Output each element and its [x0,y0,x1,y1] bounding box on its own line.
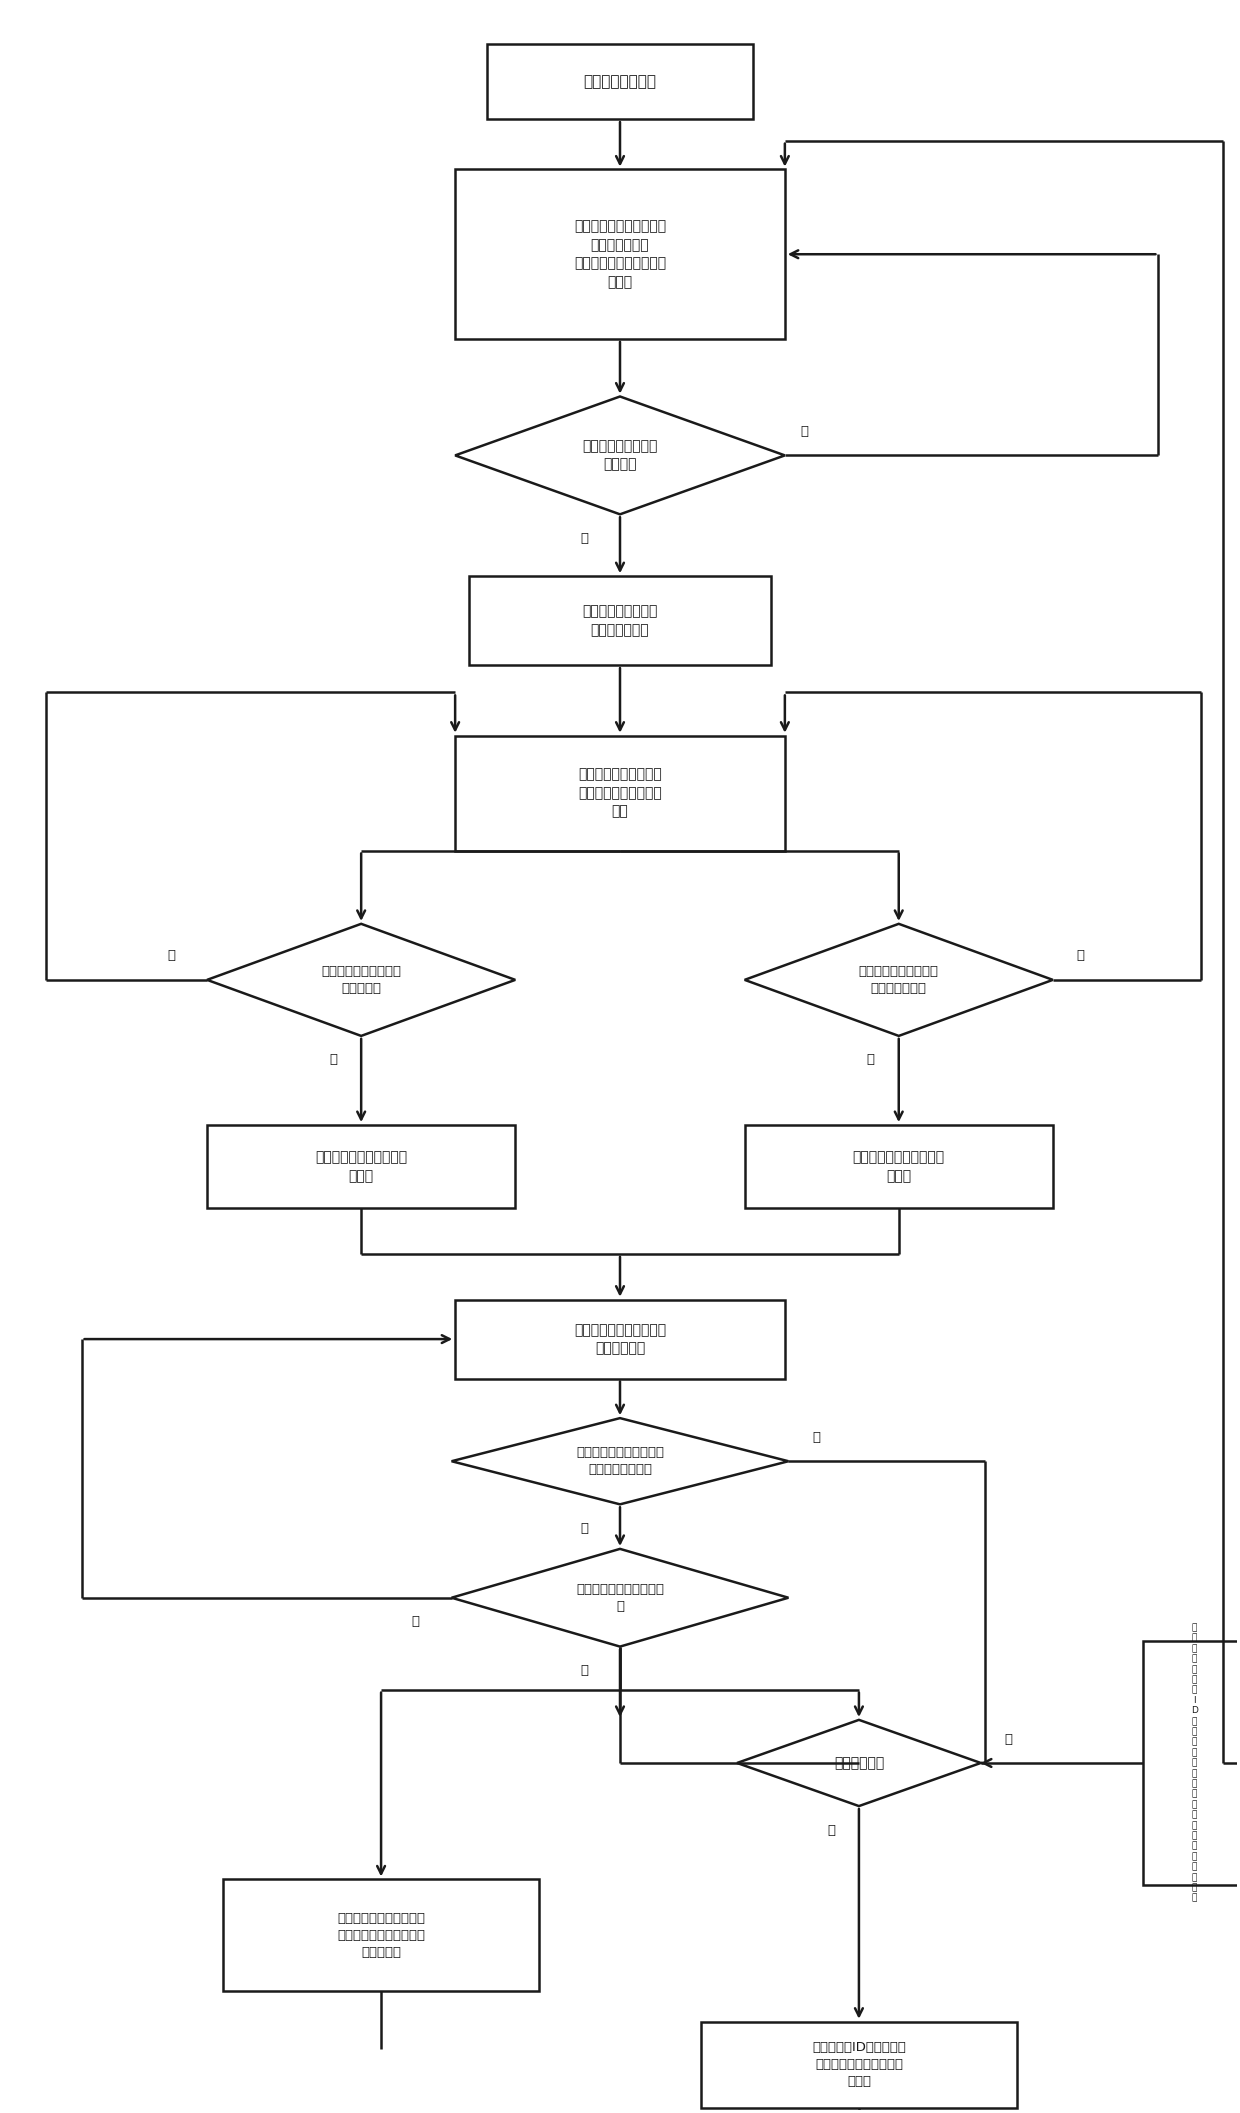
Polygon shape [737,1720,981,1807]
Text: 是: 是 [867,1054,875,1067]
Bar [745,1124,1053,1209]
Bar [455,169,785,338]
Bar [223,1878,538,1990]
Polygon shape [451,1418,789,1504]
Text: 是: 是 [827,1824,835,1836]
Text: 是: 是 [580,532,588,545]
Bar [207,1124,516,1209]
Text: 否: 否 [1004,1733,1013,1745]
Polygon shape [745,923,1053,1035]
Text: 是否允许慢充充电桩
启动充电: 是否允许慢充充电桩 启动充电 [583,440,657,471]
Bar [455,1299,785,1378]
Text: 接收慢充充电桩发送已结
束充电信息未超时: 接收慢充充电桩发送已结 束充电信息未超时 [577,1445,663,1477]
Text: 接收慢充充电桩发送的刷
卡充电请求信息
或客户端发送来的充电请
求信息: 接收慢充充电桩发送的刷 卡充电请求信息 或客户端发送来的充电请 求信息 [574,220,666,289]
Text: 是: 是 [580,1665,588,1678]
Text: 启动后台管理系统: 启动后台管理系统 [584,74,656,89]
Text: 否: 否 [801,425,808,437]
Text: 向慢充充电桩发送结束充
电命令: 向慢充充电桩发送结束充 电命令 [853,1149,945,1183]
Text: 是否收到慢充充电桩请
求结束充电信息: 是否收到慢充充电桩请 求结束充电信息 [859,966,939,995]
Text: 是否刷卡充电: 是否刷卡充电 [833,1756,884,1771]
Text: 否: 否 [1076,949,1085,961]
Text: 保
存
该
客
户
端
的
I
D
号
，
准
备
下
次
连
接
后
台
管
理
系
统
提
示
结
账: 保 存 该 客 户 端 的 I D 号 ， 准 备 下 次 连 接 后 台 管 … [1190,1623,1198,1902]
Bar [702,2022,1017,2109]
Bar [455,735,785,852]
Polygon shape [455,397,785,513]
Bar [470,577,770,666]
Polygon shape [451,1549,789,1646]
Text: 接收客户端或慢充充电
桩的充电信息进行实时
监控: 接收客户端或慢充充电 桩的充电信息进行实时 监控 [578,767,662,818]
Polygon shape [207,923,516,1035]
Text: 否: 否 [812,1431,821,1443]
Text: 是: 是 [330,1054,337,1067]
Text: 保存该卡的ID号码，准备
下次连接后台管理系统进
行处理: 保存该卡的ID号码，准备 下次连接后台管理系统进 行处理 [812,2041,906,2088]
Bar [487,44,753,118]
Text: 是否收到客户端请求结
束充电信息: 是否收到客户端请求结 束充电信息 [321,966,402,995]
Text: 对客户端发送结账命令，
进行结账处理，或对卡进
行结账处理: 对客户端发送结账命令， 进行结账处理，或对卡进 行结账处理 [337,1912,425,1959]
Bar [1142,1642,1240,1885]
Text: 否: 否 [167,949,175,961]
Text: 否: 否 [412,1614,419,1629]
Text: 向慢充充电桩发送结束充
电命令: 向慢充充电桩发送结束充 电命令 [315,1149,407,1183]
Text: 给慢充充电桩发送允
许启动充电命令: 给慢充充电桩发送允 许启动充电命令 [583,604,657,636]
Text: 慢充充电桩是否已结束充
电: 慢充充电桩是否已结束充 电 [577,1583,663,1612]
Text: 是: 是 [580,1521,588,1534]
Text: 接收慢充充电桩发送的已
结束充电信息: 接收慢充充电桩发送的已 结束充电信息 [574,1323,666,1354]
